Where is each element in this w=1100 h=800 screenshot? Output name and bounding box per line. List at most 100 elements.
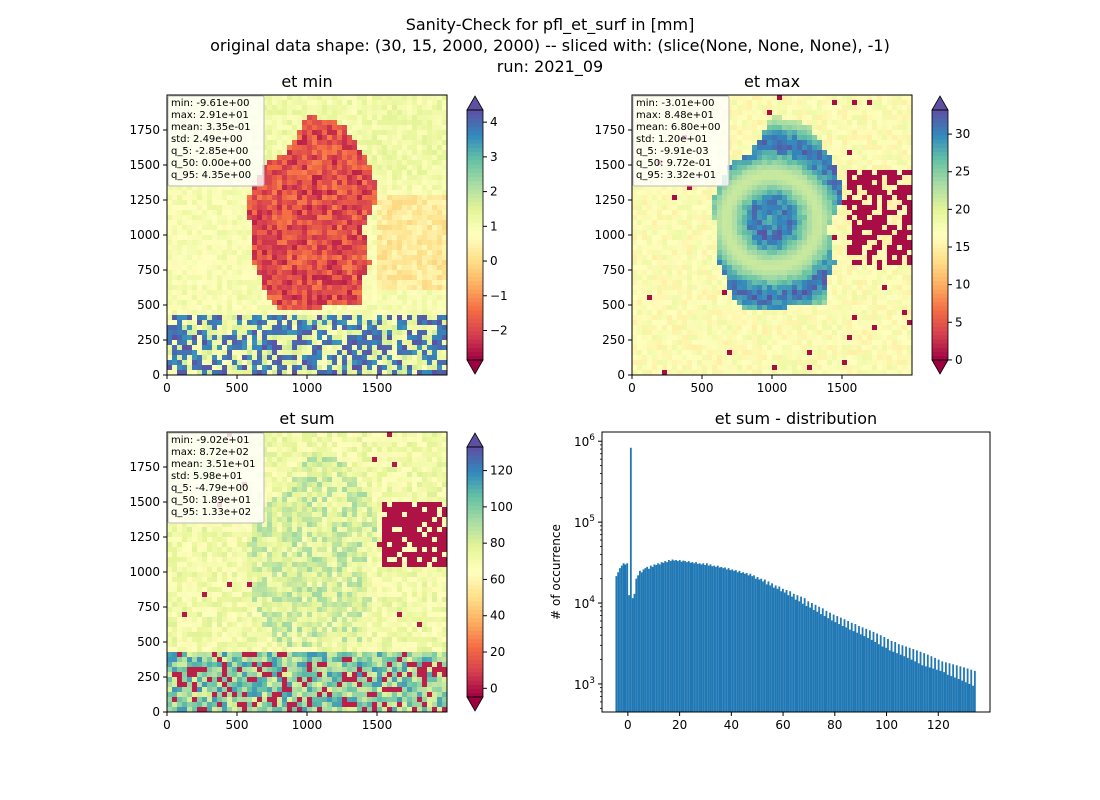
stats-box-frame	[632, 95, 730, 187]
histogram-bar	[727, 568, 730, 712]
histogram-bar	[798, 601, 801, 712]
colorbar-tick-label: 40	[490, 609, 505, 623]
histogram-bar	[948, 663, 951, 712]
axes-frame	[601, 431, 991, 713]
stats-line: q_50: 0.00e+00	[171, 158, 251, 169]
y-tick-label: 0	[617, 368, 625, 382]
histogram-bar	[970, 669, 973, 712]
histogram-bar	[801, 603, 804, 712]
histogram-bar	[626, 563, 629, 712]
y-tick-label: 1250	[129, 193, 160, 207]
stats-line: max: 2.91e+01	[171, 110, 249, 121]
histogram-bar	[838, 624, 840, 712]
histogram-bar	[644, 568, 647, 712]
histogram-bar	[624, 564, 627, 712]
histogram-bar	[729, 570, 732, 712]
y-tick-label: 500	[137, 635, 160, 649]
histogram-bar	[707, 565, 710, 712]
colorbar-tick-label: 1	[490, 219, 498, 233]
histogram-bar	[879, 635, 882, 712]
y-tick-label: 500	[602, 298, 625, 312]
stats-line: q_95: 3.32e+01	[636, 170, 716, 181]
histogram-bar	[791, 596, 793, 712]
stats-line: mean: 3.35e-01	[171, 122, 251, 133]
stats-line: min: -3.01e+00	[636, 98, 715, 109]
stats-line: std: 2.49e+00	[171, 134, 243, 145]
histogram-bar	[646, 566, 649, 712]
histogram-bar	[760, 578, 763, 712]
histogram-bar	[649, 565, 652, 712]
histogram-bar	[874, 641, 877, 712]
histogram-bar	[758, 579, 761, 712]
histogram-bar	[740, 573, 743, 712]
stats-line: max: 8.48e+01	[636, 110, 714, 121]
x-tick-label: 500	[226, 381, 249, 395]
histogram-bar	[691, 562, 694, 712]
histogram-bar	[841, 626, 844, 712]
y-tick-label: 1750	[594, 123, 625, 137]
histogram-bar	[631, 598, 634, 712]
suptitle-line-2: original data shape: (30, 15, 2000, 2000…	[210, 36, 890, 55]
histogram-bar	[637, 575, 639, 712]
histogram-bar	[854, 624, 857, 712]
colorbar-tick-label: −1	[490, 289, 508, 303]
stats-line: q_5: -9.91e-03	[636, 146, 709, 157]
x-tick-label: 0	[628, 381, 636, 395]
histogram-bar	[816, 611, 819, 712]
y-tick-label: 1000	[129, 228, 160, 242]
histogram-bar	[660, 562, 663, 712]
histogram-bar	[778, 586, 781, 712]
y-tick-label: 250	[602, 333, 625, 347]
y-tick-label: 1500	[129, 495, 160, 509]
y-tick-label: 500	[137, 298, 160, 312]
histogram-bar	[767, 581, 770, 712]
stats-line: std: 1.20e+01	[636, 134, 708, 145]
histogram-bar	[658, 564, 661, 712]
histogram-bar	[861, 627, 864, 712]
histogram-bar	[620, 565, 623, 712]
stats-box-frame	[167, 95, 265, 187]
histogram-bar	[789, 591, 792, 712]
histogram-bars	[615, 447, 976, 712]
y-tick-label: 105	[574, 514, 595, 530]
histogram-bar	[684, 561, 687, 712]
histogram-bar	[657, 563, 659, 712]
colorbar-tick-label: 3	[490, 150, 498, 164]
y-tick-label: 103	[574, 676, 595, 692]
histogram-bar	[881, 646, 884, 712]
histogram-bar	[950, 676, 953, 712]
histogram-bar	[753, 575, 755, 712]
histogram-bar	[867, 637, 869, 712]
y-tick-label: 1000	[129, 565, 160, 579]
x-tick-label: 500	[226, 718, 249, 732]
histogram-bar	[820, 614, 822, 712]
x-tick-label: 1500	[362, 718, 393, 732]
colorbar-tick-label: 15	[955, 240, 970, 254]
histogram-bar	[850, 622, 853, 712]
x-tick-label: 120	[927, 718, 950, 732]
histogram-bar	[872, 631, 875, 712]
histogram-bar	[698, 563, 701, 712]
histogram-bar	[635, 578, 638, 712]
histogram-bar	[722, 568, 725, 712]
histogram-bar	[622, 563, 625, 712]
colorbar-tick-label: 60	[490, 572, 505, 586]
histogram-bar	[720, 566, 723, 712]
histogram-bar	[930, 656, 933, 712]
histogram-bar	[836, 616, 839, 712]
histogram-bar	[738, 570, 741, 712]
stats-line: std: 5.98e+01	[171, 471, 243, 482]
histogram-bar	[843, 619, 846, 712]
histogram-bar	[807, 601, 810, 712]
histogram-bar	[849, 629, 851, 712]
histogram-bar	[943, 672, 945, 712]
stats-box-frame	[167, 432, 265, 524]
histogram-bar	[928, 667, 931, 712]
histogram-bar	[682, 560, 685, 712]
x-tick-label: 60	[775, 718, 790, 732]
x-tick-label: 20	[672, 718, 687, 732]
colorbar-tick-label: 30	[955, 127, 970, 141]
colorbar-tick-label: 4	[490, 115, 498, 129]
